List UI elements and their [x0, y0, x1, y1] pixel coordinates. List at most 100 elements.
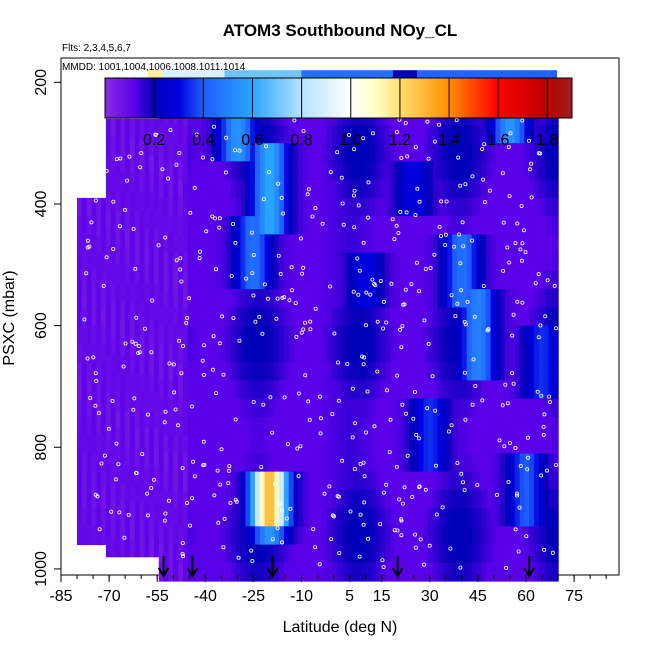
heat-cell [384, 143, 391, 162]
heat-cell [418, 161, 424, 181]
heat-cell [370, 197, 376, 217]
heat-cell [442, 143, 448, 162]
heat-cell [235, 270, 242, 290]
heat-cell [197, 544, 203, 564]
heat-cell [105, 410, 112, 430]
heat-cell [548, 216, 554, 235]
heat-cell [332, 143, 338, 162]
sample-point [411, 416, 416, 421]
heat-cell [519, 508, 525, 527]
sample-point [177, 338, 182, 343]
heat-cell [129, 502, 136, 521]
heat-cell [510, 562, 516, 582]
heat-cell [91, 252, 97, 272]
heat-cell [144, 155, 150, 175]
x-tick-label: 75 [565, 588, 583, 605]
heat-cell [197, 489, 203, 509]
heat-cell [433, 289, 439, 308]
heat-cell [433, 471, 439, 491]
heat-cell [500, 289, 506, 308]
heat-cell [259, 508, 266, 527]
heat-cell [490, 526, 497, 546]
heat-cell [279, 380, 285, 400]
heat-cell [524, 270, 530, 290]
heat-cell [211, 398, 218, 418]
sample-point [513, 527, 518, 532]
heat-cell [182, 270, 189, 290]
heat-cell [307, 270, 314, 290]
heat-cell [490, 143, 497, 162]
sample-point [122, 535, 127, 540]
heat-cell [255, 270, 261, 290]
heat-cell [514, 234, 521, 254]
heat-cell [173, 343, 179, 363]
heat-cell [423, 307, 429, 327]
y-tick-label: 800 [33, 434, 50, 461]
heat-cell [298, 526, 304, 546]
heat-cell [206, 343, 213, 363]
heat-cell [332, 562, 338, 582]
heat-cell [447, 179, 453, 199]
heat-cell [356, 179, 362, 199]
colorbar-tick-label: 1.4 [438, 132, 460, 149]
heat-cell [360, 143, 367, 162]
heat-cell [235, 544, 242, 564]
heat-cell [129, 228, 136, 248]
heat-cell [101, 343, 107, 363]
heat-cell [365, 362, 372, 381]
heat-cell [283, 362, 290, 381]
heat-cell [332, 197, 338, 217]
heat-cell [255, 216, 261, 235]
heat-cell [485, 270, 492, 290]
sample-point [132, 396, 137, 401]
heat-cell [129, 246, 136, 266]
sample-point [443, 242, 448, 247]
heat-cell [408, 435, 415, 454]
sample-point [465, 299, 470, 304]
sample-point [519, 203, 524, 208]
heat-cell [500, 197, 506, 217]
heat-cell [476, 562, 482, 582]
heat-cell [139, 210, 145, 229]
heat-cell [317, 471, 323, 491]
heat-cell [356, 325, 362, 345]
heat-cell [433, 508, 439, 527]
heat-cell [452, 307, 458, 327]
heat-cell [115, 410, 121, 430]
sample-point [178, 256, 183, 261]
heat-cell [413, 508, 420, 527]
heat-cell [187, 252, 194, 272]
heat-cell [211, 416, 218, 436]
sample-point [462, 370, 467, 375]
heat-cell [519, 124, 525, 144]
heat-cell [510, 325, 516, 345]
heat-cell [312, 270, 319, 290]
heat-cell [86, 435, 93, 454]
heat-cell [418, 453, 424, 473]
heat-cell [332, 234, 338, 254]
heat-cell [178, 234, 184, 254]
heat-cell [105, 374, 112, 394]
heat-cell [221, 489, 227, 509]
heat-cell [96, 526, 102, 546]
heat-cell [346, 398, 352, 418]
heat-cell [351, 325, 357, 345]
heat-cell [125, 483, 131, 503]
heat-cell [404, 343, 410, 363]
heat-cell [168, 143, 174, 162]
sample-point [507, 194, 512, 199]
heat-cell [481, 343, 487, 363]
heat-cell [437, 435, 444, 454]
heat-cell [336, 216, 343, 235]
heat-cell [428, 270, 434, 290]
heat-cell [288, 362, 295, 381]
sample-point [384, 320, 389, 325]
heat-cell [380, 544, 386, 564]
heat-cell [481, 179, 487, 199]
sample-point [520, 300, 525, 305]
heat-cell [408, 307, 415, 327]
heat-cell [110, 264, 117, 284]
sample-point [93, 403, 98, 408]
heat-cell [317, 216, 323, 235]
sample-point [460, 220, 465, 225]
